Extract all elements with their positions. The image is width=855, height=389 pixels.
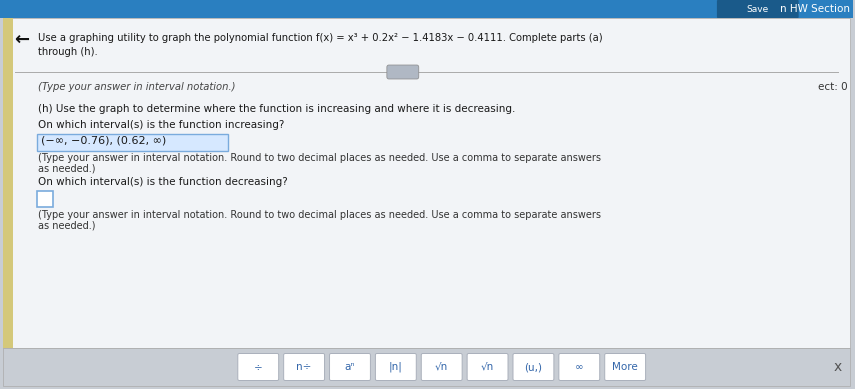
FancyBboxPatch shape [559,354,599,380]
Text: (h) Use the graph to determine where the function is increasing and where it is : (h) Use the graph to determine where the… [38,104,516,114]
FancyBboxPatch shape [604,354,646,380]
FancyBboxPatch shape [422,354,463,380]
FancyBboxPatch shape [716,0,799,18]
Text: √n: √n [435,362,448,372]
Text: On which interval(s) is the function increasing?: On which interval(s) is the function inc… [38,120,284,130]
FancyBboxPatch shape [3,18,850,348]
Text: |n|: |n| [389,362,403,372]
Text: On which interval(s) is the function decreasing?: On which interval(s) is the function dec… [38,177,287,187]
FancyBboxPatch shape [38,133,227,151]
FancyBboxPatch shape [513,354,554,380]
Text: √n: √n [481,362,494,372]
Text: More: More [612,362,638,372]
FancyBboxPatch shape [3,18,13,348]
Text: (Type your answer in interval notation. Round to two decimal places as needed. U: (Type your answer in interval notation. … [38,153,601,163]
Text: ÷: ÷ [254,362,262,372]
Text: as needed.): as needed.) [38,220,96,230]
FancyBboxPatch shape [329,354,370,380]
FancyBboxPatch shape [375,354,416,380]
Text: (Type your answer in interval notation. Round to two decimal places as needed. U: (Type your answer in interval notation. … [38,210,601,220]
Text: as needed.): as needed.) [38,163,96,173]
FancyBboxPatch shape [284,354,325,380]
Text: Use a graphing utility to graph the polynomial function f(x) = x³ + 0.2x² − 1.41: Use a graphing utility to graph the poly… [38,33,603,43]
Text: x: x [834,360,841,374]
Text: through (h).: through (h). [38,47,97,57]
Text: n HW Section: n HW Section [780,4,850,14]
Text: ←: ← [15,31,30,49]
Text: (−∞, −0.76), (0.62, ∞): (−∞, −0.76), (0.62, ∞) [41,135,166,145]
FancyBboxPatch shape [0,0,852,18]
Text: Save: Save [746,5,769,14]
FancyBboxPatch shape [467,354,508,380]
FancyBboxPatch shape [38,191,53,207]
Text: aⁿ: aⁿ [345,362,355,372]
Text: ∞: ∞ [575,362,584,372]
FancyBboxPatch shape [3,348,850,386]
Text: (u,): (u,) [524,362,542,372]
Text: (Type your answer in interval notation.): (Type your answer in interval notation.) [38,82,235,92]
Text: n÷: n÷ [297,362,312,372]
FancyBboxPatch shape [386,65,419,79]
Text: ect: 0: ect: 0 [817,82,847,92]
FancyBboxPatch shape [238,354,279,380]
